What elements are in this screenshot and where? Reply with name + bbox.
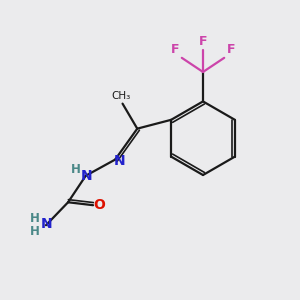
Text: O: O xyxy=(93,198,105,212)
Text: N: N xyxy=(41,217,52,231)
Text: H: H xyxy=(30,212,40,225)
Text: F: F xyxy=(171,44,179,56)
Text: H: H xyxy=(30,225,40,238)
Text: N: N xyxy=(80,169,92,183)
Text: F: F xyxy=(226,44,235,56)
Text: CH₃: CH₃ xyxy=(111,91,131,101)
Text: F: F xyxy=(199,35,207,48)
Text: N: N xyxy=(114,154,125,168)
Text: H: H xyxy=(70,163,80,176)
